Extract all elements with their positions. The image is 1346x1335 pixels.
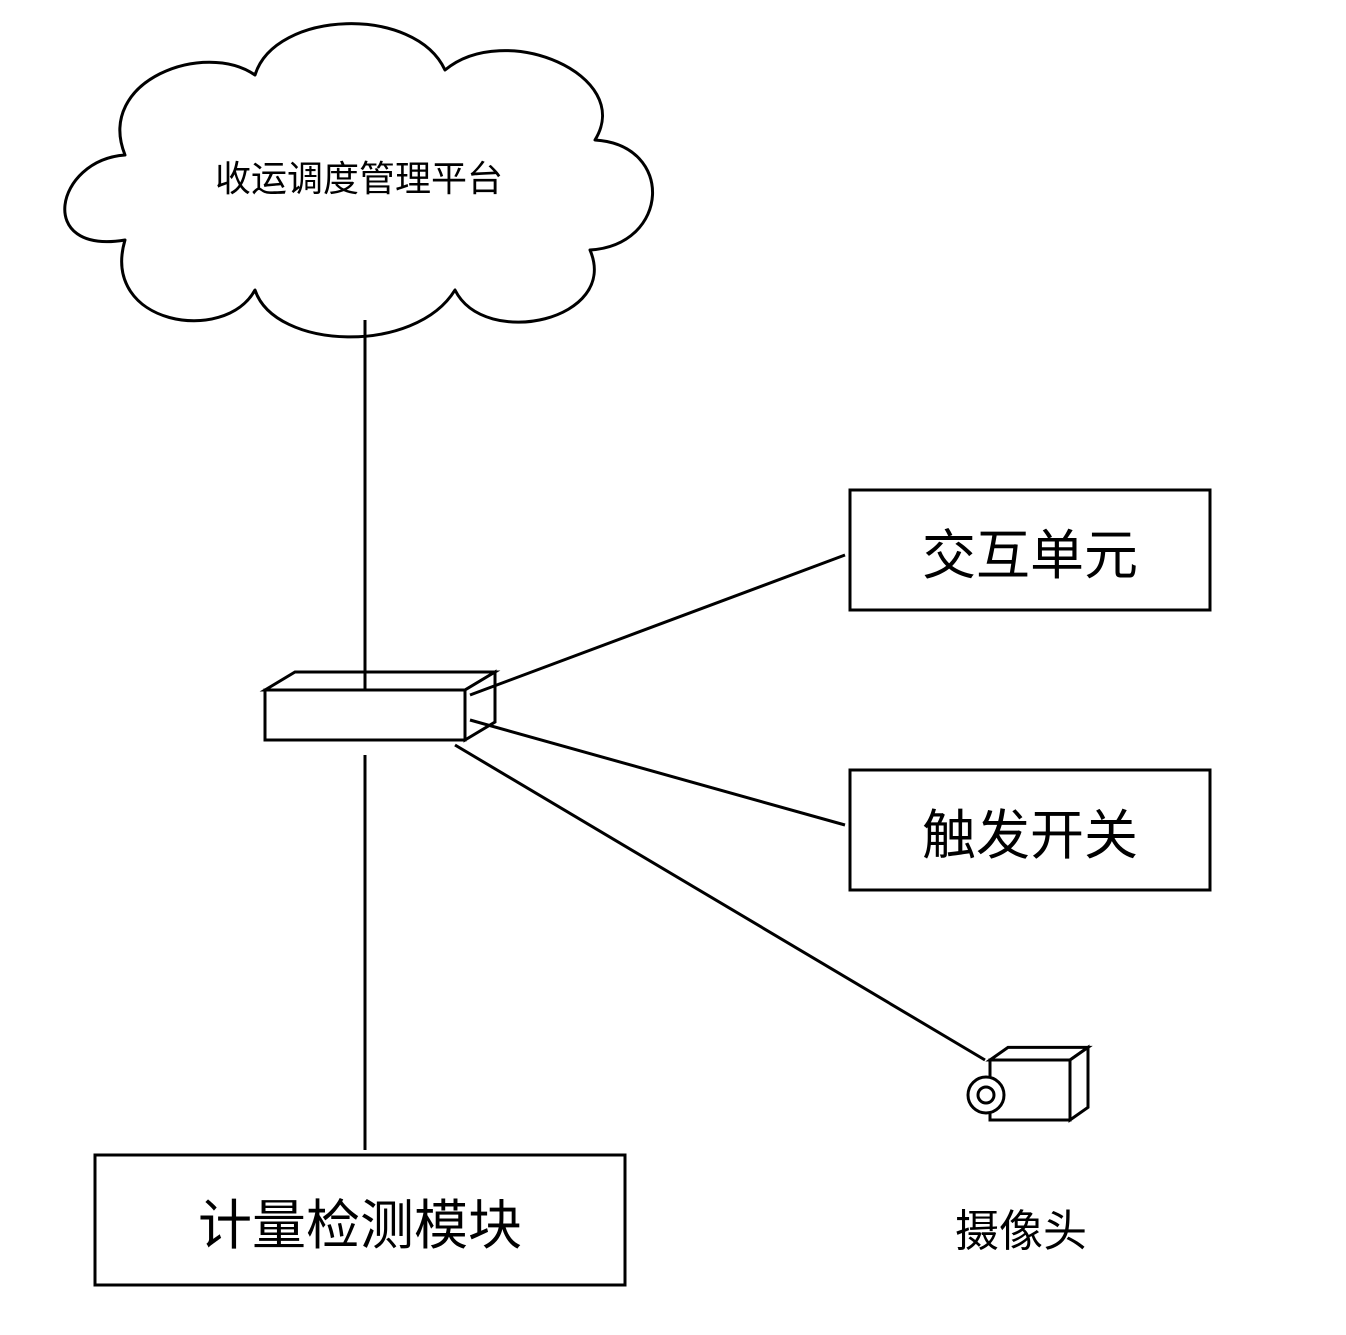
diagram-canvas <box>0 0 1346 1335</box>
cloud-label: 收运调度管理平台 <box>215 150 503 202</box>
camera-lens-inner <box>978 1087 994 1103</box>
edge-2 <box>470 720 845 825</box>
measurement-module-label: 计量检测模块 <box>95 1155 625 1285</box>
camera-side <box>1070 1047 1088 1120</box>
hub-front <box>265 690 465 740</box>
interaction-unit-label: 交互单元 <box>850 490 1210 610</box>
trigger-switch-label: 触发开关 <box>850 770 1210 890</box>
hub-top <box>265 672 495 690</box>
camera-label: 摄像头 <box>955 1195 1087 1259</box>
edge-1 <box>470 555 845 695</box>
